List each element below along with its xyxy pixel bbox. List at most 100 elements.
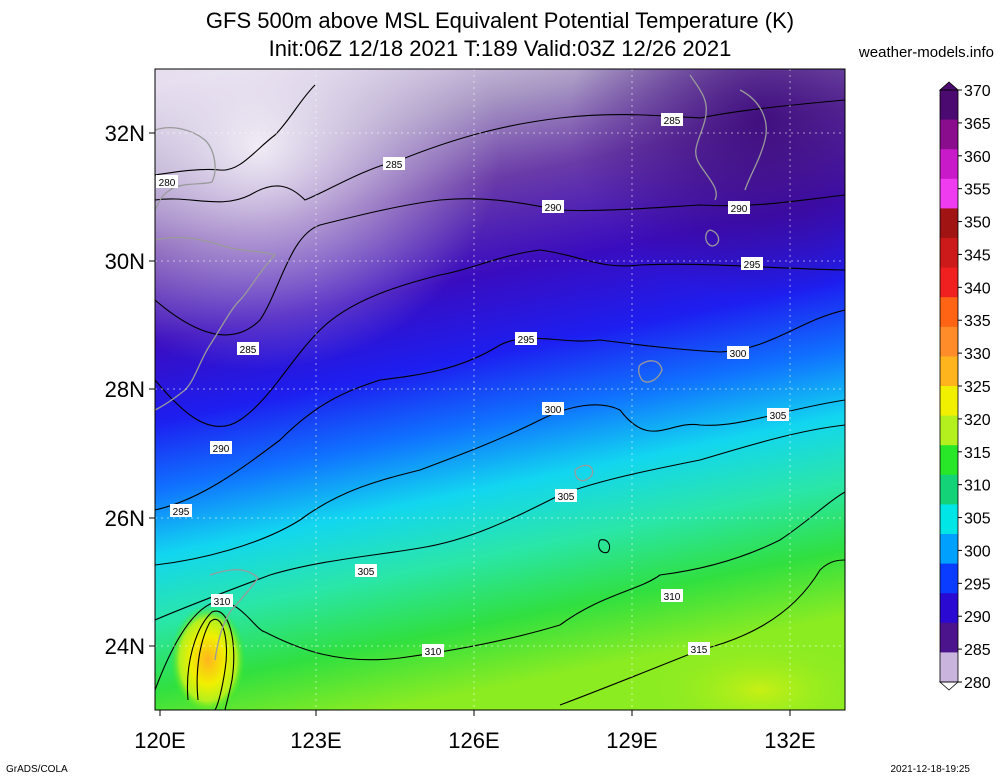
graticule: [155, 69, 845, 710]
lon-tick-label: 132E: [764, 728, 815, 753]
colorbar-label: 295: [964, 576, 991, 593]
contour-label: 305: [770, 411, 787, 422]
colorbar-label: 285: [964, 642, 991, 659]
colorbar-label: 290: [964, 609, 991, 626]
contour-label: 295: [173, 507, 190, 518]
lat-tick-label: 32N: [105, 121, 145, 146]
colorbar-swatch: [940, 474, 958, 505]
lat-tick-label: 30N: [105, 249, 145, 274]
lat-tick-label: 28N: [105, 377, 145, 402]
colorbar-top-arrow: [938, 81, 960, 91]
contour-label: 305: [558, 492, 575, 503]
contour-label-box: [741, 257, 763, 270]
contour-labels: 280 285 285 285 290 290 290 295 295 295 300 300 305 3…: [156, 113, 789, 658]
colorbar-bottom-arrow: [938, 681, 960, 691]
contour-label: 295: [744, 260, 761, 271]
contour-label-box: [767, 408, 789, 421]
colorbar-label: 320: [964, 412, 991, 429]
contour-label-box: [383, 157, 405, 170]
contour-label: 310: [425, 647, 442, 658]
contour-label: 280: [159, 178, 176, 189]
lon-tick-label: 123E: [290, 728, 341, 753]
colorbar-swatch: [940, 356, 958, 387]
contour-label: 285: [240, 345, 257, 356]
colorbar-swatch: [940, 652, 958, 683]
colorbar-swatch: [940, 90, 958, 121]
colorbar-swatch: [940, 593, 958, 624]
contour-label-box: [542, 402, 564, 415]
colorbar-label: 315: [964, 445, 991, 462]
colorbar-label: 335: [964, 313, 991, 330]
contour-label: 300: [730, 349, 747, 360]
colorbar-swatch: [940, 534, 958, 565]
colorbar-label: 330: [964, 346, 991, 363]
contour-label-box: [555, 489, 577, 502]
colorbar-label: 310: [964, 478, 991, 495]
lon-tick-label: 129E: [606, 728, 657, 753]
colorbar-label: 350: [964, 215, 991, 232]
contour-label-box: [728, 201, 750, 214]
contour-label-box: [688, 642, 710, 655]
colorbar-swatch: [940, 297, 958, 328]
longitude-axis: 120E 123E 126E 129E 132E: [134, 710, 816, 753]
colorbar-swatch: [940, 326, 958, 357]
colorbar-label: 365: [964, 116, 991, 133]
colorbar-swatch: [940, 238, 958, 269]
colorbar-swatch: [940, 563, 958, 594]
contour-label-box: [237, 342, 259, 355]
colorbar-swatch: [940, 208, 958, 239]
colorbar-swatch: [940, 504, 958, 535]
chart-title: GFS 500m above MSL Equivalent Potential …: [205, 8, 795, 33]
colorbar-swatch: [940, 415, 958, 446]
colorbar-swatch: [940, 445, 958, 476]
contour-label: 290: [213, 444, 230, 455]
contour-lines: [155, 84, 845, 710]
chart-subtitle: Init:06Z 12/18 2021 T:189 Valid:03Z 12/2…: [268, 36, 732, 61]
colorbar-label: 340: [964, 280, 991, 297]
contour-label-box: [170, 504, 192, 517]
colorbar-label: 360: [964, 149, 991, 166]
contour-label-box: [422, 644, 444, 657]
colorbar-label: 280: [964, 675, 991, 692]
colorbar-swatch: [940, 622, 958, 653]
colorbar: 370 365 360 355 350 345 340 335 330 325 320 315 310 3…: [938, 81, 991, 692]
colorbar-swatch: [940, 267, 958, 298]
contour-label-box: [661, 113, 683, 126]
contour-label: 310: [214, 597, 231, 608]
colorbar-swatch: [940, 119, 958, 150]
colorbar-swatch: [940, 178, 958, 209]
contour-label: 300: [545, 405, 562, 416]
contour-label: 310: [664, 592, 681, 603]
contour-label: 285: [386, 160, 403, 171]
contour-label: 290: [731, 204, 748, 215]
coastlines: [155, 74, 767, 661]
lat-tick-label: 26N: [105, 506, 145, 531]
contour-label-box: [210, 441, 232, 454]
colorbar-label: 305: [964, 511, 991, 528]
colorbar-swatch: [940, 386, 958, 417]
contour-label-box: [211, 594, 233, 607]
colorbar-swatch: [940, 149, 958, 180]
colorbar-label: 355: [964, 182, 991, 199]
contour-label: 290: [545, 203, 562, 214]
contour-label: 315: [691, 645, 708, 656]
lon-tick-label: 120E: [134, 728, 185, 753]
colorbar-label: 345: [964, 247, 991, 264]
timestamp-label: 2021-12-18-19:25: [890, 764, 970, 775]
site-label: weather-models.info: [858, 44, 994, 61]
latitude-axis: 32N 30N 28N 26N 24N: [105, 121, 155, 659]
contour-label-box: [515, 332, 537, 345]
credit-label: GrADS/COLA: [6, 764, 68, 775]
contour-label-box: [661, 589, 683, 602]
contour-label: 295: [518, 335, 535, 346]
contour-label: 305: [358, 567, 375, 578]
contour-label: 285: [664, 116, 681, 127]
lon-tick-label: 126E: [448, 728, 499, 753]
warm-core: [170, 605, 246, 710]
colorbar-label: 300: [964, 543, 991, 560]
map-plot-area: 280 285 285 285 290 290 290 295 295 295 300 300 305 3…: [155, 69, 845, 710]
contour-label-box: [542, 200, 564, 213]
contour-label-box: [156, 175, 178, 188]
contour-label-box: [355, 564, 377, 577]
